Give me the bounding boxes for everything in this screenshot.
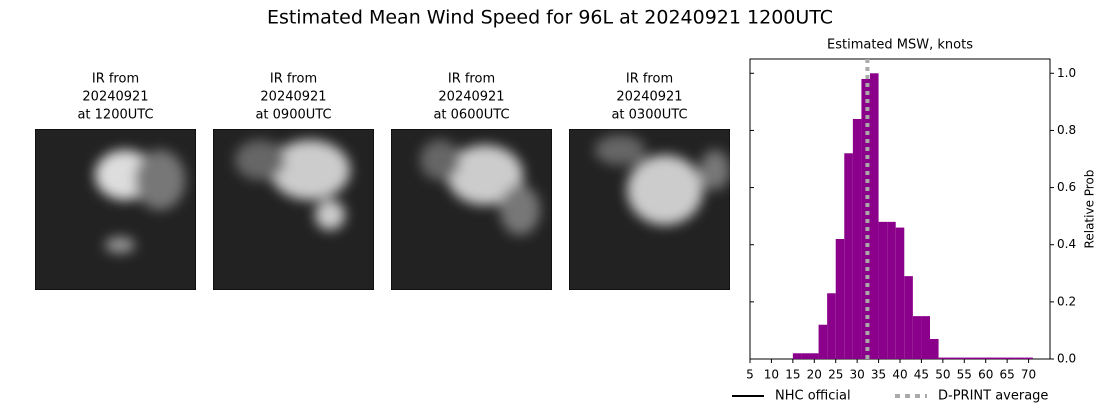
bar <box>818 324 828 359</box>
y-tick-label: 0.4 <box>1057 237 1076 251</box>
bar <box>955 357 965 359</box>
bar <box>930 339 939 359</box>
bar <box>878 221 888 359</box>
panel-label: IR from <box>448 72 495 87</box>
y-tick-label: 0.0 <box>1057 352 1076 366</box>
ir-image <box>569 129 730 290</box>
panel-label: at 1200UTC <box>77 108 153 123</box>
legend-label: NHC official <box>775 389 851 404</box>
x-tick-label: 35 <box>871 368 886 382</box>
bar <box>870 73 879 360</box>
panel-label: at 0600UTC <box>433 108 509 123</box>
bar <box>835 239 845 359</box>
x-tick-label: 65 <box>1000 368 1015 382</box>
bar <box>887 221 896 359</box>
x-tick-label: 50 <box>935 368 950 382</box>
bar <box>844 153 853 359</box>
ir-image <box>213 129 374 290</box>
x-tick-label: 55 <box>957 368 972 382</box>
panel-label: IR from <box>626 72 673 87</box>
x-tick-label: 40 <box>892 368 907 382</box>
bar <box>801 353 810 359</box>
panel-label: 20240921 <box>616 90 682 105</box>
bar <box>810 353 819 359</box>
x-tick-label: 15 <box>785 368 800 382</box>
bar <box>921 316 930 359</box>
x-tick-label: 70 <box>1021 368 1036 382</box>
bar <box>912 316 922 359</box>
y-tick-label: 0.2 <box>1057 294 1076 308</box>
panel-label: at 0300UTC <box>611 108 687 123</box>
bar <box>981 357 990 359</box>
bar <box>827 293 836 359</box>
figure-title: Estimated Mean Wind Speed for 96L at 202… <box>267 7 833 29</box>
bar <box>1007 357 1016 359</box>
x-tick-label: 30 <box>850 368 865 382</box>
panel-label: 20240921 <box>260 90 326 105</box>
y-axis-label: Relative Prob <box>1083 170 1097 249</box>
x-tick-label: 10 <box>764 368 779 382</box>
bar <box>1024 357 1033 359</box>
y-tick-label: 1.0 <box>1057 66 1076 80</box>
bar <box>1015 357 1025 359</box>
ir-image <box>35 129 196 290</box>
panel-label: 20240921 <box>82 90 148 105</box>
chart-title: Estimated MSW, knots <box>827 38 973 53</box>
bar <box>998 357 1008 359</box>
ir-image <box>391 129 552 290</box>
x-tick-label: 45 <box>914 368 929 382</box>
panel-label: IR from <box>270 72 317 87</box>
x-tick-label: 60 <box>978 368 993 382</box>
bar <box>895 227 905 359</box>
bar <box>972 357 982 359</box>
bar <box>852 119 862 359</box>
panel-label: IR from <box>92 72 139 87</box>
bar <box>990 357 999 359</box>
bar <box>947 357 956 359</box>
y-tick-label: 0.8 <box>1057 123 1076 137</box>
bar <box>904 276 913 359</box>
x-tick-label: 25 <box>828 368 843 382</box>
bar <box>938 357 948 359</box>
x-tick-label: 20 <box>807 368 822 382</box>
panel-label: 20240921 <box>438 90 504 105</box>
x-tick-label: 5 <box>746 368 754 382</box>
y-tick-label: 0.6 <box>1057 180 1076 194</box>
panel-label: at 0900UTC <box>255 108 331 123</box>
bar <box>792 353 802 359</box>
bar <box>964 357 973 359</box>
legend-label: D-PRINT average <box>938 389 1048 404</box>
